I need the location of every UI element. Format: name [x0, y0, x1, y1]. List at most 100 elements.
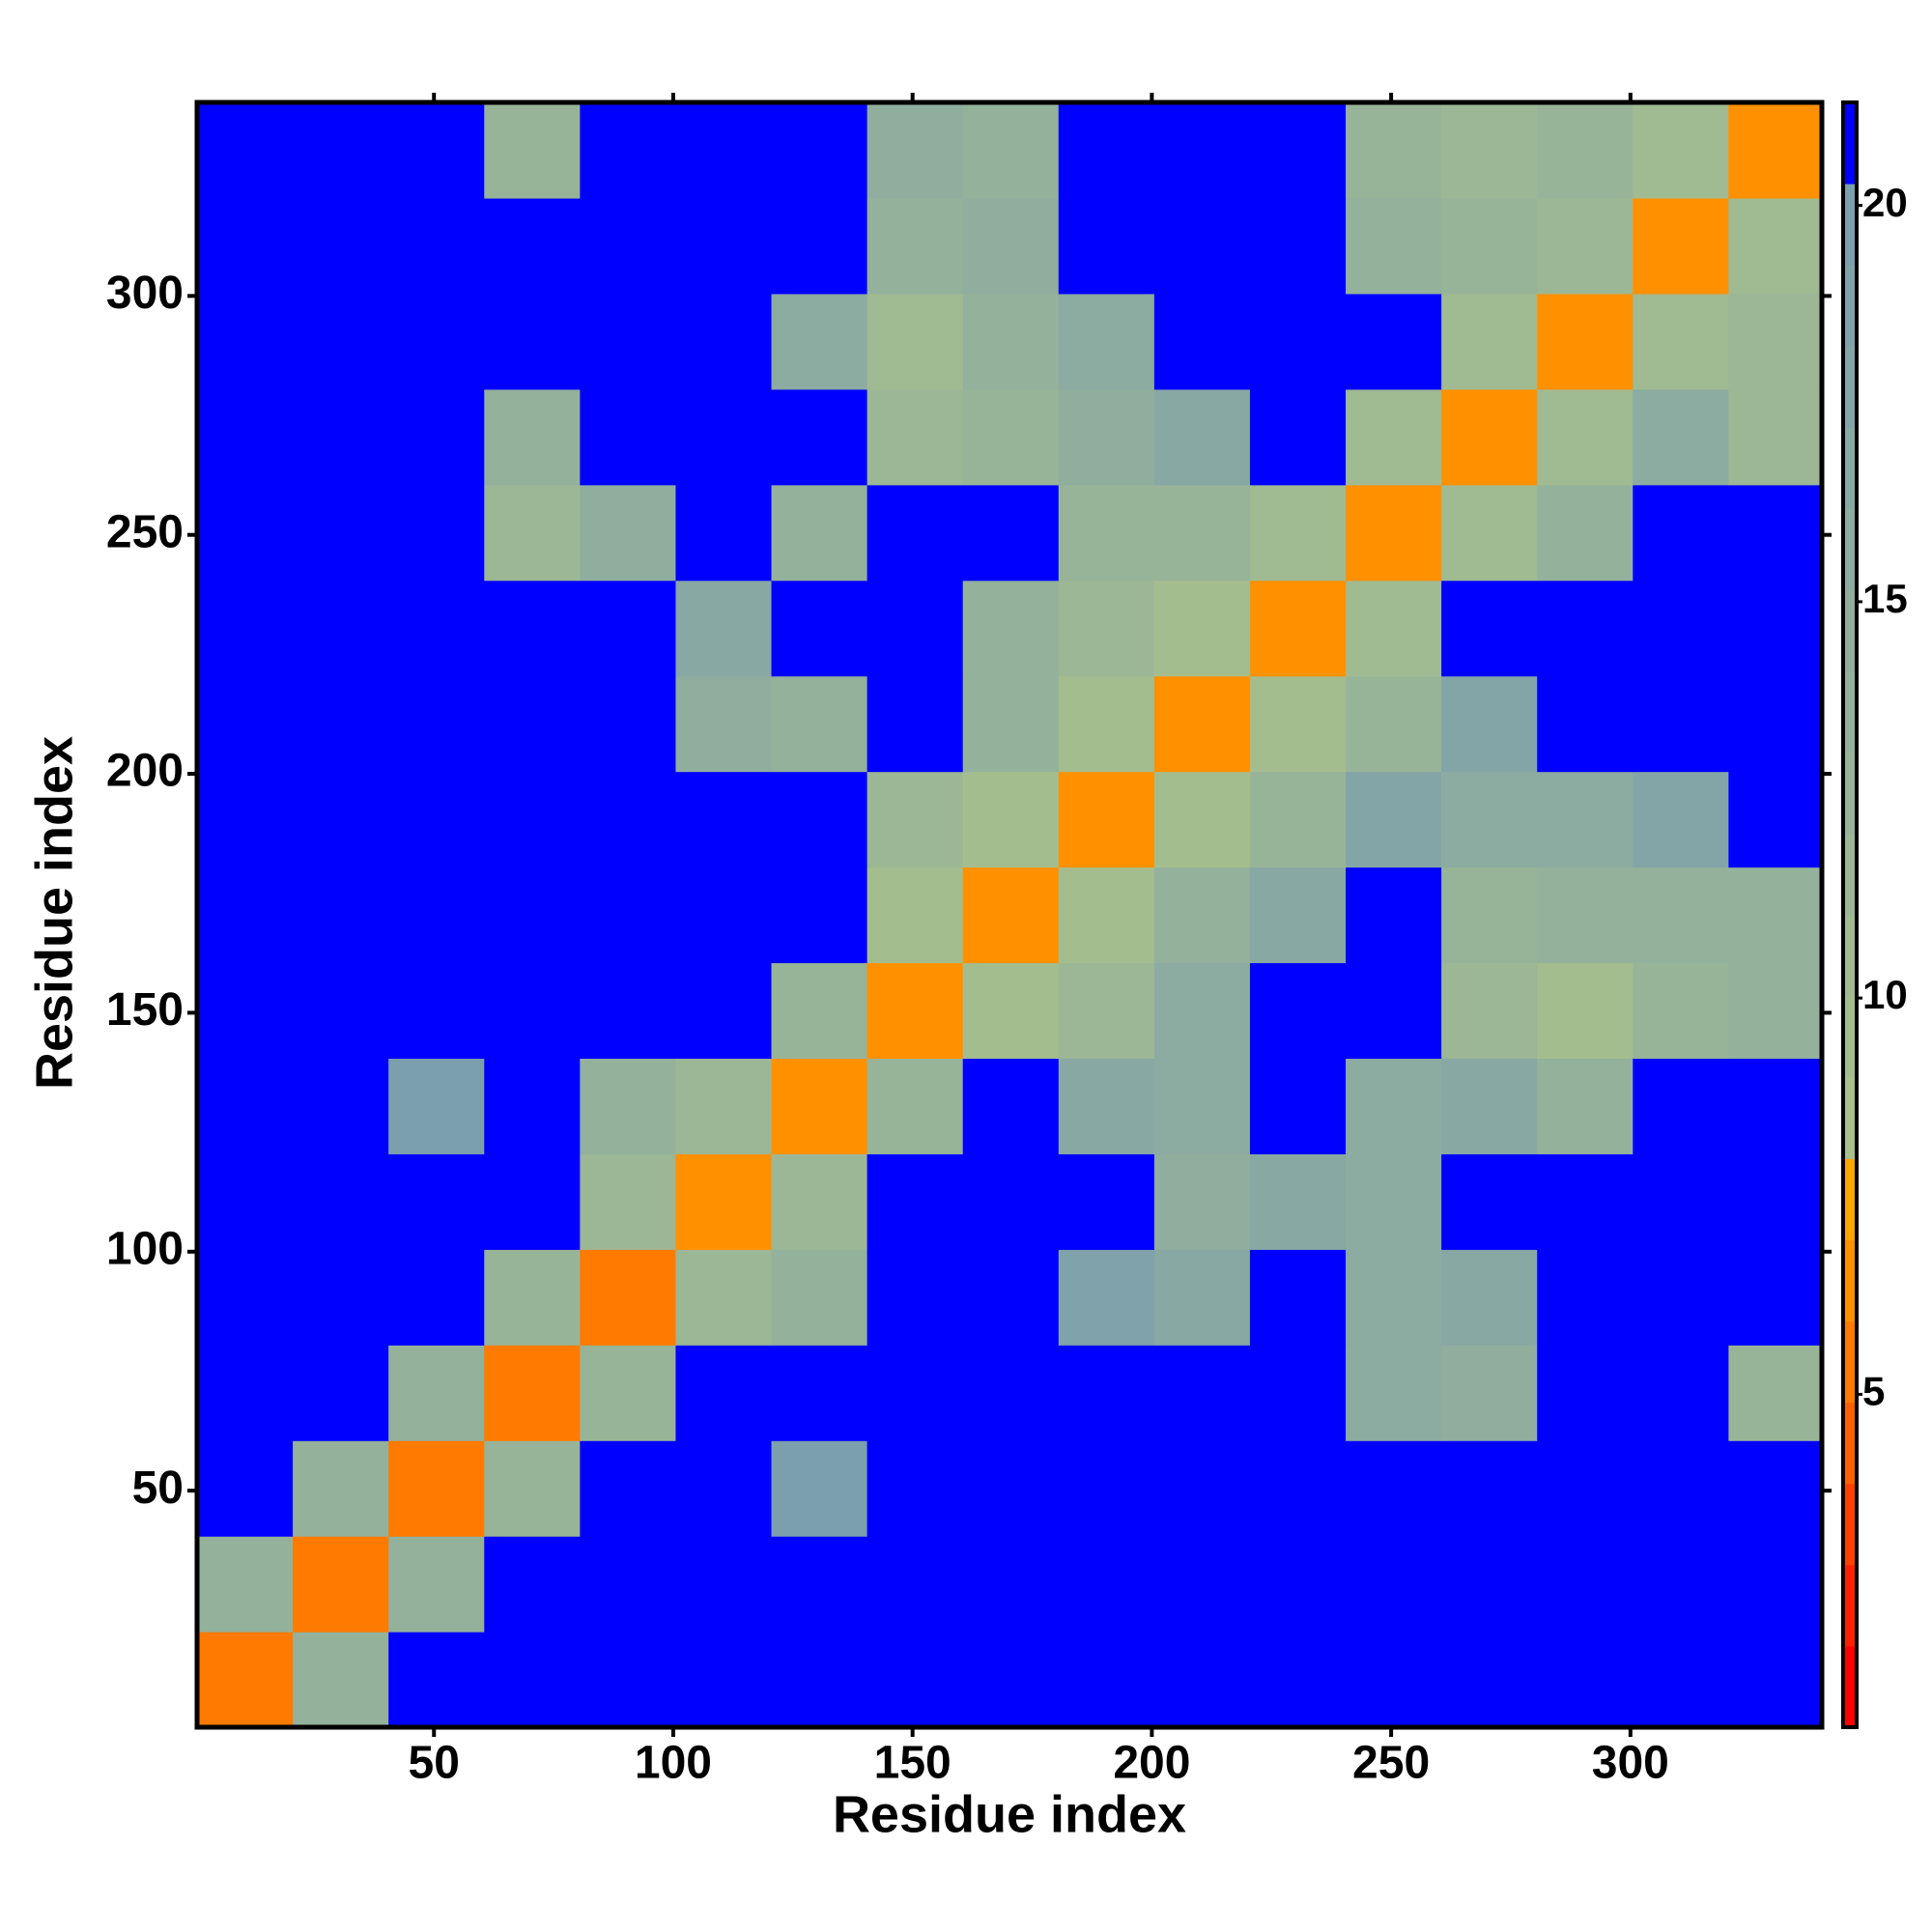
- colorbar-segment: [1843, 1483, 1857, 1566]
- heatmap-cell: [1633, 102, 1729, 199]
- heatmap-cell: [197, 197, 294, 295]
- heatmap-cell: [675, 102, 773, 199]
- heatmap-cell: [580, 1058, 677, 1154]
- heatmap-cell: [1441, 197, 1538, 295]
- heatmap-cell: [197, 1153, 294, 1250]
- heatmap-cell: [771, 771, 868, 868]
- heatmap-cell: [867, 1249, 964, 1346]
- heatmap-cell: [1537, 962, 1634, 1060]
- heatmap-cell: [388, 1440, 485, 1537]
- heatmap-cell: [1153, 197, 1251, 295]
- heatmap-cell: [1249, 867, 1347, 964]
- heatmap-cell: [197, 1345, 294, 1441]
- heatmap-cell: [1633, 1058, 1729, 1154]
- heatmap-cell: [293, 102, 389, 199]
- heatmap-cell: [1249, 962, 1347, 1060]
- heatmap-cell: [1633, 1249, 1729, 1346]
- heatmap-cell: [962, 962, 1060, 1060]
- heatmap-cell: [388, 580, 485, 677]
- heatmap-cell: [1633, 1536, 1729, 1633]
- heatmap-cell: [1633, 484, 1729, 582]
- heatmap-cell: [1537, 867, 1634, 964]
- heatmap-cell: [867, 484, 964, 582]
- heatmap-cell: [580, 102, 677, 199]
- heatmap-cell: [1537, 1440, 1634, 1537]
- heatmap-cell: [1346, 771, 1442, 868]
- heatmap-cell: [771, 1058, 868, 1154]
- heatmap-cell: [962, 1153, 1060, 1250]
- heatmap-cell: [1537, 1249, 1634, 1346]
- heatmap-cell: [1537, 675, 1634, 773]
- heatmap-cell: [388, 1058, 485, 1154]
- heatmap-cell: [1441, 102, 1538, 199]
- heatmap-cell: [293, 1153, 389, 1250]
- colorbar-tick-label: 20: [1862, 180, 1908, 225]
- heatmap-cell: [293, 1345, 389, 1441]
- heatmap-cell: [1441, 293, 1538, 390]
- heatmap-cell: [293, 580, 389, 677]
- heatmap-cell: [1058, 675, 1155, 773]
- heatmap-cell: [1058, 388, 1155, 486]
- heatmap-cell: [867, 867, 964, 964]
- heatmap-cell: [1441, 867, 1538, 964]
- heatmap-cell: [771, 1249, 868, 1346]
- heatmap-cell: [675, 675, 773, 773]
- heatmap-cell: [1249, 675, 1347, 773]
- heatmap-cell: [1346, 197, 1442, 295]
- heatmap-cell: [962, 197, 1060, 295]
- heatmap-cell: [1441, 1632, 1538, 1728]
- heatmap-cell: [293, 1536, 389, 1633]
- colorbar-segment: [1843, 589, 1857, 672]
- heatmap-cell: [1249, 771, 1347, 868]
- heatmap-cell: [1728, 388, 1823, 486]
- heatmap-cell: [293, 771, 389, 868]
- heatmap-cell: [771, 197, 868, 295]
- heatmap-cell: [1728, 1536, 1823, 1633]
- heatmap-cell: [484, 580, 581, 677]
- heatmap-cell: [484, 675, 581, 773]
- heatmap-cell: [484, 102, 581, 199]
- heatmap-cell: [1346, 102, 1442, 199]
- heatmap-cell: [675, 1249, 773, 1346]
- heatmap-cell: [1728, 1345, 1823, 1441]
- y-tick-label: 50: [132, 1463, 184, 1514]
- heatmap-cell: [388, 484, 485, 582]
- heatmap-cell: [197, 1440, 294, 1537]
- heatmap-cell: [197, 675, 294, 773]
- heatmap-cell: [1058, 1440, 1155, 1537]
- heatmap-cell: [1537, 580, 1634, 677]
- heatmap-cell: [1537, 1058, 1634, 1154]
- heatmap-cell: [1249, 1153, 1347, 1250]
- heatmap-cell: [962, 1249, 1060, 1346]
- heatmap-cell: [1058, 197, 1155, 295]
- heatmap-cell: [962, 484, 1060, 582]
- heatmap-cell: [962, 580, 1060, 677]
- heatmap-cell: [1153, 1249, 1251, 1346]
- colorbar-segment: [1843, 1564, 1857, 1647]
- heatmap-cell: [1346, 1536, 1442, 1633]
- heatmap-cell: [580, 197, 677, 295]
- heatmap-cell: [1633, 580, 1729, 677]
- heatmap-cell: [197, 1058, 294, 1154]
- heatmap-cell: [1346, 484, 1442, 582]
- heatmap-cell: [1633, 1345, 1729, 1441]
- heatmap-cell: [197, 293, 294, 390]
- heatmap-cell: [293, 1249, 389, 1346]
- colorbar-segment: [1843, 265, 1857, 347]
- y-tick-label: 100: [106, 1223, 184, 1274]
- heatmap-cell: [867, 675, 964, 773]
- heatmap-cell: [675, 1536, 773, 1633]
- heatmap-cell: [1537, 1345, 1634, 1441]
- heatmap-cell: [962, 1440, 1060, 1537]
- heatmap-cell: [388, 962, 485, 1060]
- heatmap-cell: [1346, 675, 1442, 773]
- heatmap-cell: [1537, 388, 1634, 486]
- heatmap-cell: [1058, 1536, 1155, 1633]
- heatmap-cell: [1249, 1536, 1347, 1633]
- heatmap-cell: [1728, 675, 1823, 773]
- heatmap-cell: [1058, 293, 1155, 390]
- heatmap-cell: [484, 1249, 581, 1346]
- heatmap-cell: [1249, 580, 1347, 677]
- heatmap-cell: [1058, 484, 1155, 582]
- x-tick-label: 200: [1113, 1738, 1190, 1789]
